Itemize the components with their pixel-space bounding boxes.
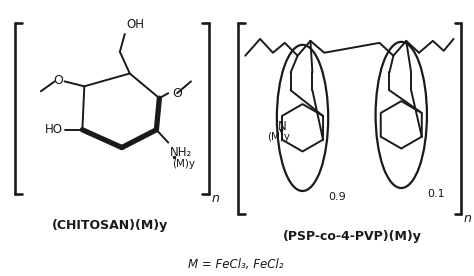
Text: (PSP-co-4-PVP)(M)y: (PSP-co-4-PVP)(M)y	[283, 230, 421, 243]
Text: n: n	[212, 192, 219, 205]
Text: M = FeCl₃, FeCl₂: M = FeCl₃, FeCl₂	[188, 258, 283, 271]
Text: (CHITOSAN)(M)y: (CHITOSAN)(M)y	[52, 219, 168, 232]
Text: 0.1: 0.1	[427, 189, 445, 199]
Text: OH: OH	[127, 18, 145, 31]
Text: (M)y: (M)y	[267, 132, 291, 142]
Text: n: n	[464, 212, 471, 225]
Text: O: O	[172, 87, 182, 100]
Text: O: O	[54, 74, 64, 87]
Text: N: N	[278, 120, 286, 133]
Text: 0.9: 0.9	[328, 192, 346, 202]
Text: NH₂: NH₂	[170, 145, 192, 158]
Text: (M)y: (M)y	[172, 159, 195, 169]
Text: HO: HO	[45, 123, 63, 136]
